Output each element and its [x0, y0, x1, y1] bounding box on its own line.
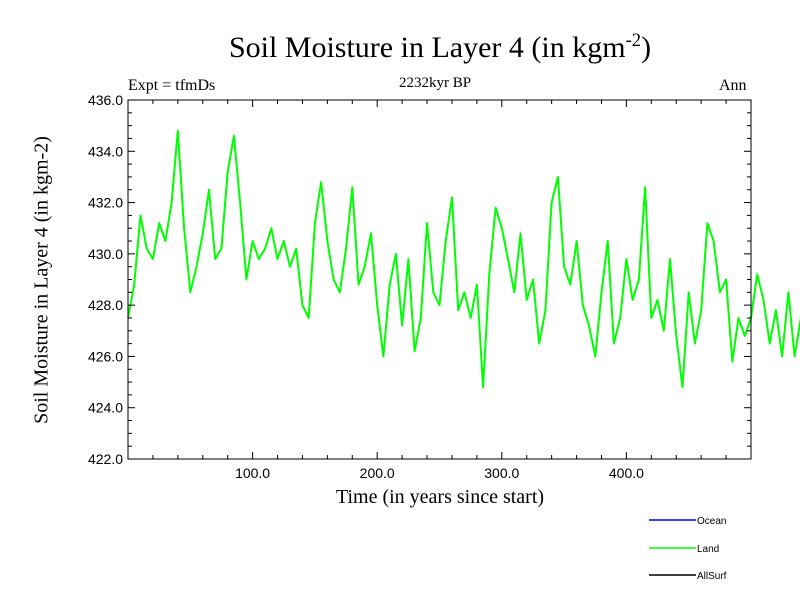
series-line-land — [127, 129, 800, 389]
plot-frame — [127, 99, 752, 460]
x-axis-title: Time (in years since start) — [335, 486, 545, 508]
y-tick-label: 422.0 — [88, 451, 123, 467]
y-tick-label: 432.0 — [88, 195, 123, 211]
legend-label-land: Land — [697, 544, 719, 555]
axis-ticks: 100.0 200.0 300.0 400.0 422.0 424.0 426.0 428.0… — [88, 92, 751, 481]
legend: Ocean Land AllSurf — [649, 516, 727, 582]
x-tick-label: 400.0 — [609, 465, 644, 481]
y-tick-label: 434.0 — [88, 143, 123, 159]
x-tick-label: 100.0 — [235, 465, 270, 481]
legend-label-allsurf: AllSurf — [697, 571, 727, 582]
x-tick-label: 200.0 — [360, 465, 395, 481]
season-label: Ann — [719, 77, 747, 94]
y-tick-label: 426.0 — [88, 348, 123, 364]
y-tick-label: 430.0 — [88, 246, 123, 262]
legend-label-ocean: Ocean — [697, 516, 726, 527]
chart-subtitle: 2232kyr BP — [398, 75, 472, 91]
plot-area — [127, 129, 800, 389]
y-tick-label: 436.0 — [88, 92, 123, 108]
x-tick-label: 300.0 — [484, 465, 519, 481]
y-tick-label: 428.0 — [88, 297, 123, 313]
chart-title: Soil Moisture in Layer 4 (in kgm-2) — [228, 30, 652, 64]
experiment-label: Expt = tfmDs — [128, 77, 216, 94]
y-tick-label: 424.0 — [88, 400, 123, 416]
